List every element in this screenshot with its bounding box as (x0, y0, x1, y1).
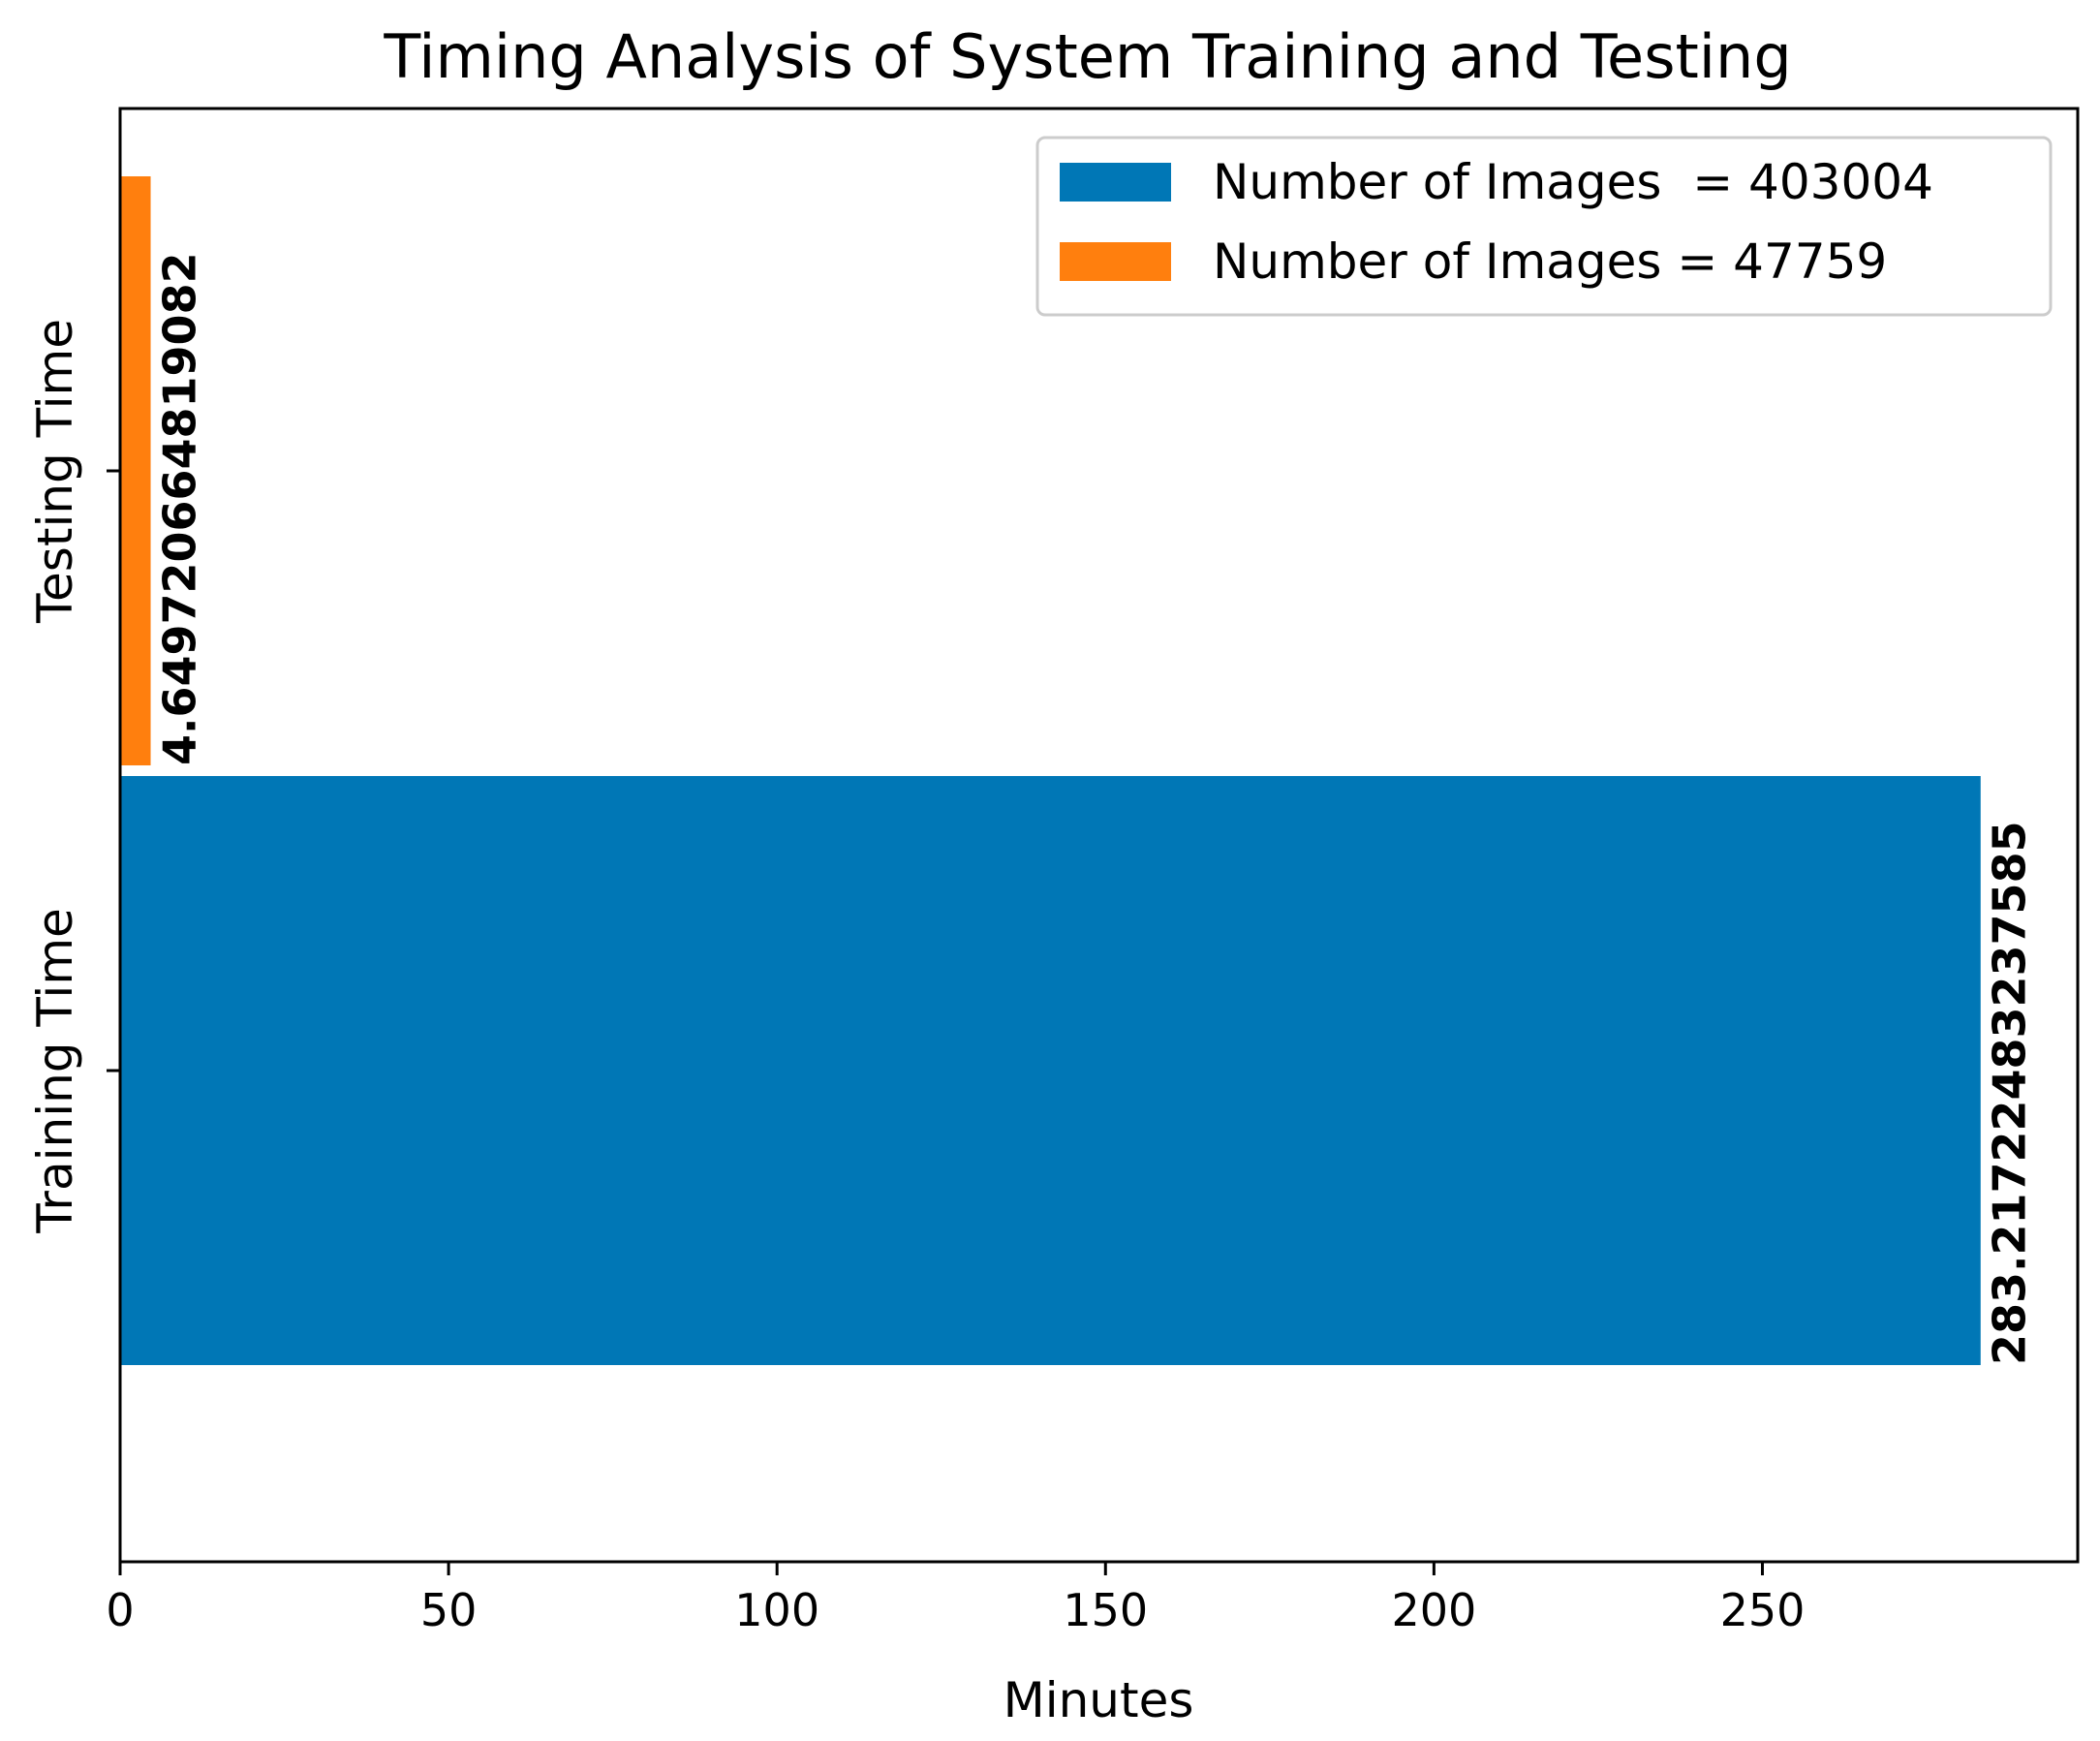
x-axis-ticks: 0 50 100 150 200 250 (106, 1562, 1805, 1636)
y-axis-ticks: Training Time Testing Time (27, 319, 120, 1234)
data-label-testing-time: 4.649720664819082 (154, 252, 206, 765)
legend: Number of Images = 403004 Number of Image… (1035, 136, 2053, 317)
x-tick-label: 150 (1063, 1584, 1148, 1636)
legend-label: Number of Images = 403004 (1213, 154, 1933, 210)
x-axis-label: Minutes (1004, 1672, 1194, 1728)
bar-training-time (120, 776, 1981, 1365)
x-tick-label: 200 (1391, 1584, 1476, 1636)
x-tick-label: 50 (420, 1584, 478, 1636)
x-tick-label: 100 (734, 1584, 819, 1636)
legend-box (1035, 136, 2053, 317)
chart-title: Timing Analysis of System Training and T… (383, 21, 1791, 92)
legend-swatch (1060, 242, 1171, 281)
bars-group (120, 176, 1981, 1365)
x-tick-label: 0 (106, 1584, 134, 1636)
y-tick-label: Testing Time (27, 319, 83, 624)
data-label-training-time: 283.2172248323758​5 (1984, 821, 2036, 1365)
x-tick-label: 250 (1720, 1584, 1806, 1636)
legend-swatch (1060, 163, 1171, 202)
y-tick-label: Training Time (27, 908, 83, 1234)
data-labels-group: 283.2172248323758​5 4.649720664819082 (154, 252, 2036, 1365)
plot-frame (118, 107, 2080, 1564)
legend-label: Number of Images = 47759 (1213, 233, 1887, 290)
bar-testing-time (120, 176, 151, 765)
